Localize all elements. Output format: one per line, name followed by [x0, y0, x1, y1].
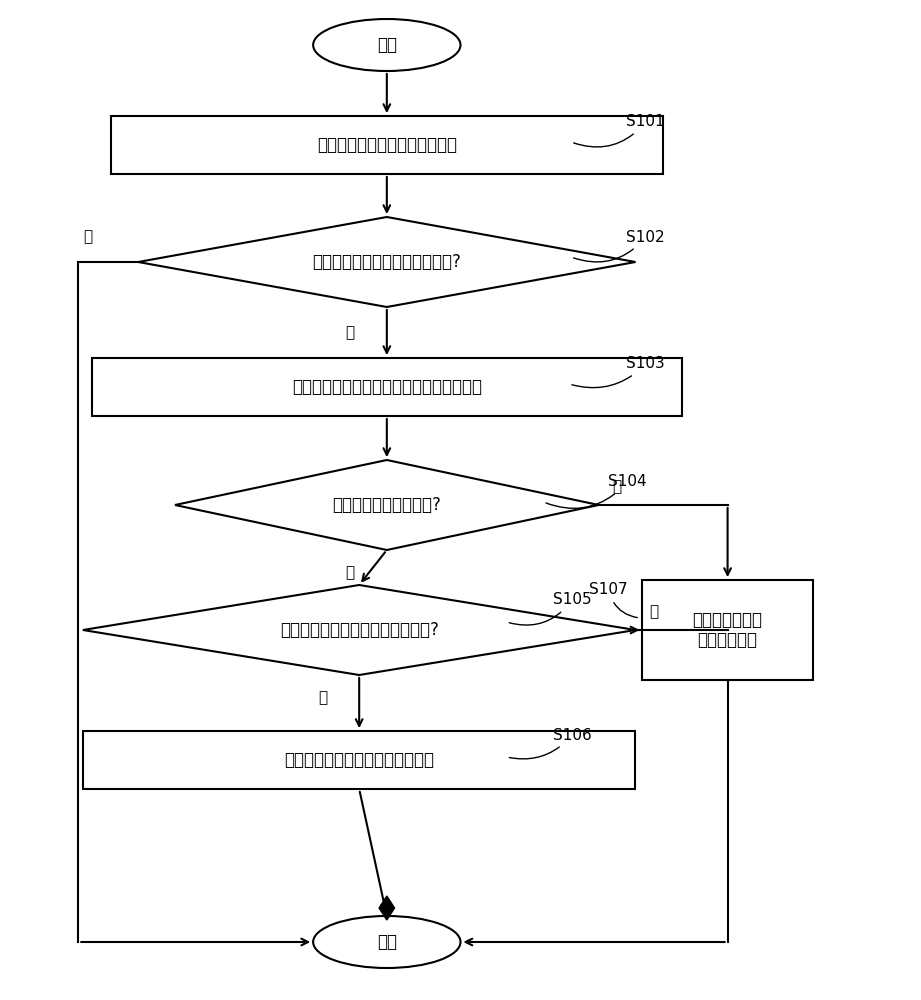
- Text: S101: S101: [574, 114, 665, 147]
- Text: 结束: 结束: [377, 933, 397, 951]
- Text: 向目标应用程序
发送广播信号: 向目标应用程序 发送广播信号: [693, 611, 763, 649]
- Text: 获取该广播信号监听队列中的目标应用程序: 获取该广播信号监听队列中的目标应用程序: [292, 378, 482, 396]
- Text: S107: S107: [589, 582, 637, 618]
- Text: 目标应用程序前台运行?: 目标应用程序前台运行?: [332, 496, 441, 514]
- Text: 否: 否: [345, 565, 355, 580]
- Text: 存在监听该广播信号的应用程序?: 存在监听该广播信号的应用程序?: [312, 253, 461, 271]
- Text: 目标应用程序是监听限制应用程序?: 目标应用程序是监听限制应用程序?: [280, 621, 438, 639]
- Text: 是: 是: [345, 325, 355, 340]
- Text: S103: S103: [572, 357, 665, 388]
- Polygon shape: [379, 896, 394, 920]
- Text: S104: S104: [546, 475, 647, 508]
- Text: S106: S106: [509, 728, 591, 759]
- Text: 否: 否: [649, 604, 659, 619]
- Text: 否: 否: [83, 229, 92, 244]
- Text: 开始: 开始: [377, 36, 397, 54]
- Text: S102: S102: [574, 230, 665, 262]
- Text: 限制向目标应用程序发送广播信号: 限制向目标应用程序发送广播信号: [285, 751, 434, 769]
- Text: S105: S105: [509, 592, 591, 625]
- Text: 是: 是: [318, 690, 327, 705]
- Text: 接收广播发送端发出的广播信号: 接收广播发送端发出的广播信号: [317, 136, 457, 154]
- Text: 是: 是: [612, 480, 622, 494]
